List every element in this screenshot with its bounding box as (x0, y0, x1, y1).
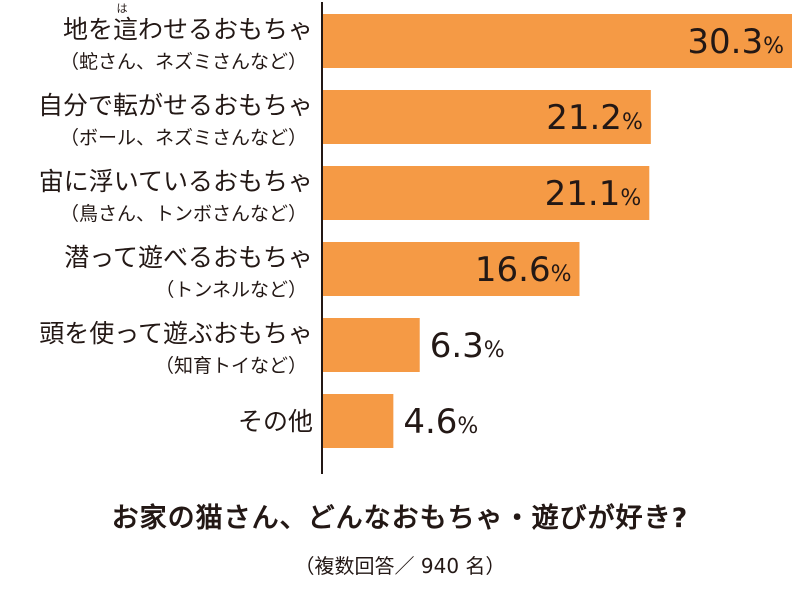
data-label: 21.1% (545, 174, 642, 214)
category-sublabel: （知育トイなど） (155, 355, 307, 377)
data-label: 6.3% (430, 326, 505, 366)
category-label: 地を這わせるおもちゃ (63, 15, 313, 44)
ruby-reading: は (117, 2, 128, 15)
category-sublabel: （トンネルなど） (155, 279, 307, 301)
category-label: 宙に浮いているおもちゃ (39, 167, 313, 196)
data-label: 4.6% (403, 402, 478, 442)
bar (322, 394, 394, 448)
bar (322, 166, 650, 220)
category-sublabel: （蛇さん、ネズミさんなど） (60, 51, 307, 73)
bar (322, 318, 420, 372)
category-sublabel: （鳥さん、トンボさんなど） (60, 203, 307, 225)
bar (322, 90, 651, 144)
category-label: 潜って遊べるおもちゃ (64, 243, 313, 272)
chart-title: お家の猫さん、どんなおもちゃ・遊びが好き? (111, 503, 689, 534)
bar-chart: 30.3% 地を這わせるおもちゃ （蛇さん、ネズミさんなど） は 21.2% 自分で転がせ… (38, 2, 792, 474)
data-label: 30.3% (687, 22, 784, 62)
data-label: 21.2% (546, 98, 643, 138)
category-label: 頭を使って遊ぶおもちゃ (39, 319, 313, 348)
bar (322, 242, 580, 296)
chart-subtitle: （複数回答／ 940 名） (294, 554, 506, 578)
category-sublabel: （ボール、ネズミさんなど） (60, 127, 307, 149)
bar (322, 14, 792, 68)
category-label: 自分で転がせるおもちゃ (38, 91, 313, 120)
category-label: その他 (238, 407, 313, 436)
data-label: 16.6% (475, 250, 572, 290)
